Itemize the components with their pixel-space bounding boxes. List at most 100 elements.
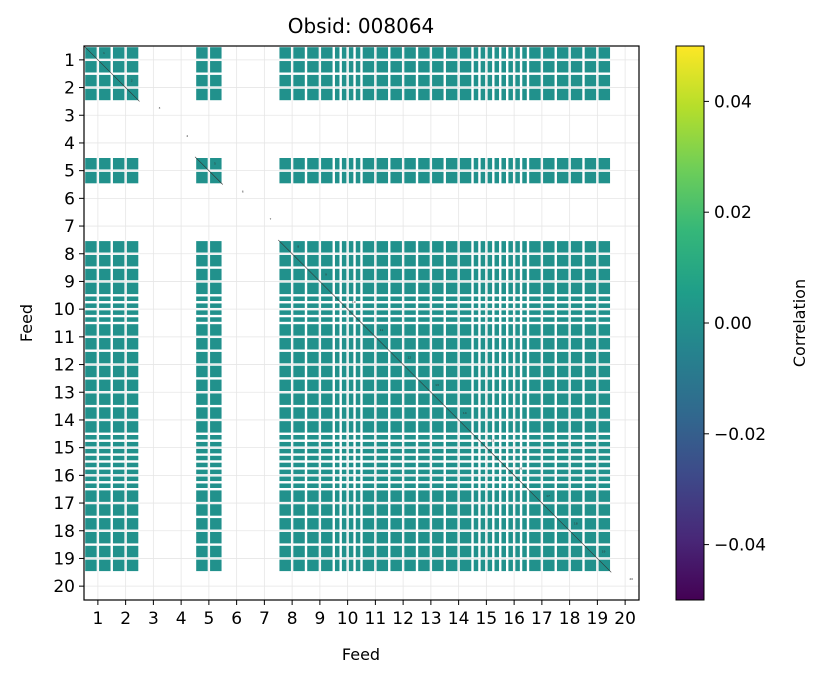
- heatmap-cell: [445, 88, 458, 101]
- heatmap-cell: [556, 171, 569, 184]
- heatmap-cell: [196, 421, 208, 433]
- heatmap-cell: [404, 421, 416, 433]
- heatmap-cell: [376, 407, 389, 419]
- y-tick-label: 6: [64, 189, 75, 209]
- heatmap-cell: [279, 393, 291, 405]
- heatmap-cell: [348, 435, 354, 440]
- heatmap-cell: [390, 268, 402, 281]
- heatmap-cell: [85, 393, 97, 405]
- heatmap-cell: [126, 490, 139, 502]
- heatmap-cell: [196, 74, 208, 87]
- heatmap-cell: [99, 531, 111, 544]
- heatmap-cell: [522, 303, 527, 308]
- x-tick-label: 13: [420, 609, 442, 629]
- heatmap-cell: [459, 490, 472, 502]
- heatmap-cell: [279, 310, 291, 315]
- heatmap-cell: [126, 462, 139, 468]
- heatmap-cell: [556, 324, 569, 336]
- heatmap-cell: [321, 545, 333, 558]
- heatmap-cell: [418, 47, 430, 59]
- heatmap-cell: [515, 365, 520, 378]
- heatmap-cell: [584, 393, 597, 405]
- heatmap-cell: [570, 74, 583, 87]
- diagonal-line: [84, 46, 112, 74]
- heatmap-cell: [598, 303, 611, 308]
- heatmap-cell: [355, 324, 361, 336]
- heatmap-cell: [598, 379, 611, 392]
- heatmap-cell: [362, 317, 375, 322]
- heatmap-cell: [85, 88, 97, 101]
- heatmap-cell: [85, 407, 97, 419]
- heatmap-cell: [543, 338, 555, 350]
- heatmap-cell: [515, 531, 520, 544]
- heatmap-cell: [508, 241, 513, 253]
- heatmap-cell: [99, 462, 111, 468]
- heatmap-cell: [99, 393, 111, 405]
- heatmap-cell: [570, 483, 583, 488]
- heatmap-cell: [480, 455, 486, 461]
- heatmap-cell: [99, 504, 111, 516]
- heatmap-cell: [570, 317, 583, 322]
- heatmap-cell: [404, 282, 416, 295]
- heatmap-cell: [432, 483, 444, 488]
- heatmap-cell: [279, 455, 291, 461]
- heatmap-cell: [355, 531, 361, 544]
- heatmap-cell: [404, 407, 416, 419]
- heatmap-cell: [508, 296, 513, 302]
- x-axis-ticks: 1 2 3 4 5 6 7 8 9 10 11 12 13 14 15 16 17 18 19 20: [92, 600, 636, 629]
- heatmap-cell: [480, 518, 486, 530]
- heatmap-cell: [543, 351, 555, 364]
- heatmap-cell: [99, 559, 111, 572]
- heatmap-cell: [445, 338, 458, 350]
- heatmap-cell: [570, 518, 583, 530]
- heatmap-cell: [529, 254, 541, 267]
- heatmap-cell: [598, 310, 611, 315]
- heatmap-cell: [543, 455, 555, 461]
- x-tick-label: 1: [92, 609, 103, 629]
- x-tick-label: 10: [337, 609, 359, 629]
- heatmap-cell: [522, 531, 527, 544]
- heatmap-cell: [418, 88, 430, 101]
- x-tick-label: 7: [259, 609, 270, 629]
- heatmap-cell: [598, 531, 611, 544]
- heatmap-cell: [376, 393, 389, 405]
- heatmap-cell: [570, 559, 583, 572]
- heatmap-cell: [584, 282, 597, 295]
- heatmap-cell: [515, 504, 520, 516]
- heatmap-cell: [473, 504, 479, 516]
- heatmap-cell: [418, 61, 430, 73]
- heatmap-cell: [522, 282, 527, 295]
- heatmap-cell: [85, 338, 97, 350]
- heatmap-cell: [529, 351, 541, 364]
- heatmap-cell: [445, 241, 458, 253]
- heatmap-cell: [487, 88, 493, 101]
- heatmap-cell: [480, 476, 486, 482]
- diagonal-feed-label: 19: [602, 549, 606, 553]
- heatmap-cell: [432, 317, 444, 322]
- heatmap-cell: [459, 296, 472, 302]
- heatmap-cell: [432, 435, 444, 440]
- heatmap-cell: [321, 504, 333, 516]
- heatmap-cell: [418, 317, 430, 322]
- heatmap-cell: [459, 268, 472, 281]
- heatmap-cell: [494, 448, 500, 454]
- heatmap-cell: [348, 455, 354, 461]
- heatmap-cell: [390, 476, 402, 482]
- diagonal-feed-label: 1: [103, 51, 105, 55]
- heatmap-cell: [556, 303, 569, 308]
- heatmap-cell: [362, 421, 375, 433]
- heatmap-cell: [85, 476, 97, 482]
- heatmap-cell: [85, 421, 97, 433]
- heatmap-cell: [390, 171, 402, 184]
- heatmap-cell: [480, 504, 486, 516]
- heatmap-cell: [487, 435, 493, 440]
- heatmap-cell: [529, 441, 541, 447]
- heatmap-cell: [321, 462, 333, 468]
- heatmap-cell: [293, 518, 305, 530]
- heatmap-cell: [418, 545, 430, 558]
- heatmap-cell: [501, 365, 506, 378]
- heatmap-cell: [196, 254, 208, 267]
- heatmap-cell: [293, 469, 305, 475]
- colorbar-ticks: 0.04 0.02 0.00 −0.02 −0.04: [704, 92, 766, 556]
- heatmap-cell: [210, 61, 222, 73]
